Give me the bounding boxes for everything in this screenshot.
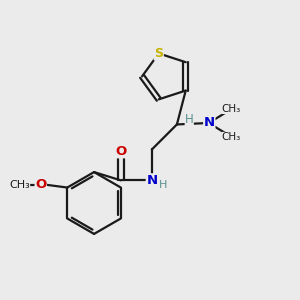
Text: S: S	[154, 47, 163, 60]
Text: CH₃: CH₃	[222, 104, 241, 114]
Text: H: H	[185, 112, 194, 126]
Text: CH₃: CH₃	[9, 180, 30, 190]
Text: CH₃: CH₃	[222, 132, 241, 142]
Text: H: H	[159, 180, 167, 190]
Text: O: O	[35, 178, 46, 191]
Text: N: N	[146, 174, 158, 187]
Text: N: N	[204, 116, 215, 130]
Text: O: O	[115, 145, 127, 158]
